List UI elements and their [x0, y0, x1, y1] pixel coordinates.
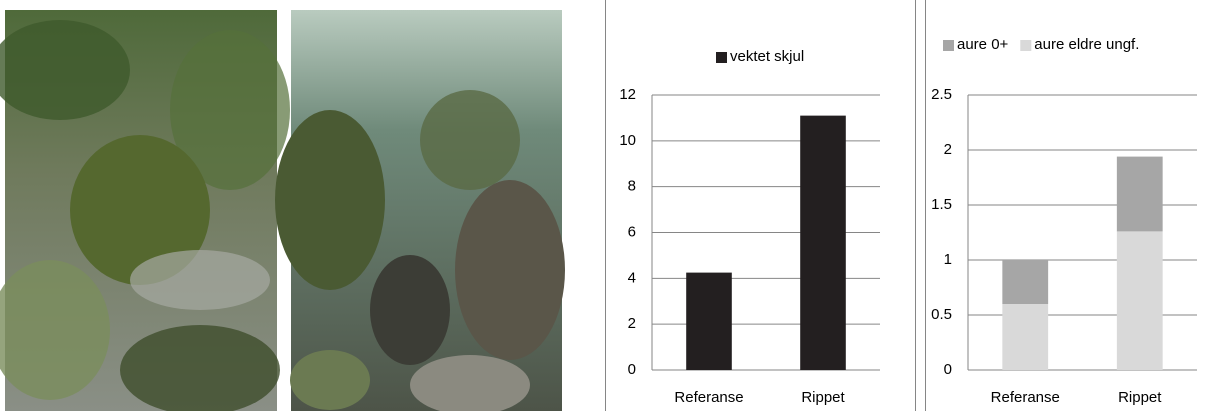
- legend-label: vektet skjul: [730, 48, 804, 65]
- chart-frame: [605, 0, 916, 411]
- bar: [1116, 156, 1163, 232]
- x-tick-label: Rippet: [1118, 389, 1162, 406]
- y-tick-label: 1: [944, 251, 952, 268]
- bar: [686, 272, 732, 370]
- legend-label: aure eldre ungf.: [1034, 36, 1139, 53]
- legend-swatch: [716, 52, 727, 63]
- legend-swatch: [943, 40, 954, 51]
- y-tick-label: 0: [628, 361, 636, 378]
- x-tick-label: Referanse: [991, 389, 1060, 406]
- x-tick-label: Referanse: [674, 389, 743, 406]
- chart-frame: [925, 0, 926, 411]
- y-tick-label: 6: [628, 223, 636, 240]
- bar: [1002, 304, 1049, 370]
- photo-left: [0, 10, 290, 411]
- y-tick-label: 10: [619, 132, 636, 149]
- legend-swatch: [1020, 40, 1032, 51]
- bar: [1116, 231, 1163, 370]
- bar: [1002, 260, 1049, 304]
- legend-label: aure 0+: [957, 36, 1009, 53]
- y-tick-label: 2: [628, 315, 636, 332]
- y-tick-label: 2.5: [931, 86, 952, 103]
- y-tick-label: 12: [619, 86, 636, 103]
- y-tick-label: 8: [628, 178, 636, 195]
- y-tick-label: 4: [628, 269, 636, 286]
- y-tick-label: 2: [944, 141, 952, 158]
- y-tick-label: 1.5: [931, 196, 952, 213]
- photo-right: [275, 10, 565, 411]
- x-tick-label: Rippet: [801, 389, 845, 406]
- y-tick-label: 0: [944, 361, 952, 378]
- bar: [800, 115, 846, 370]
- y-tick-label: 0.5: [931, 306, 952, 323]
